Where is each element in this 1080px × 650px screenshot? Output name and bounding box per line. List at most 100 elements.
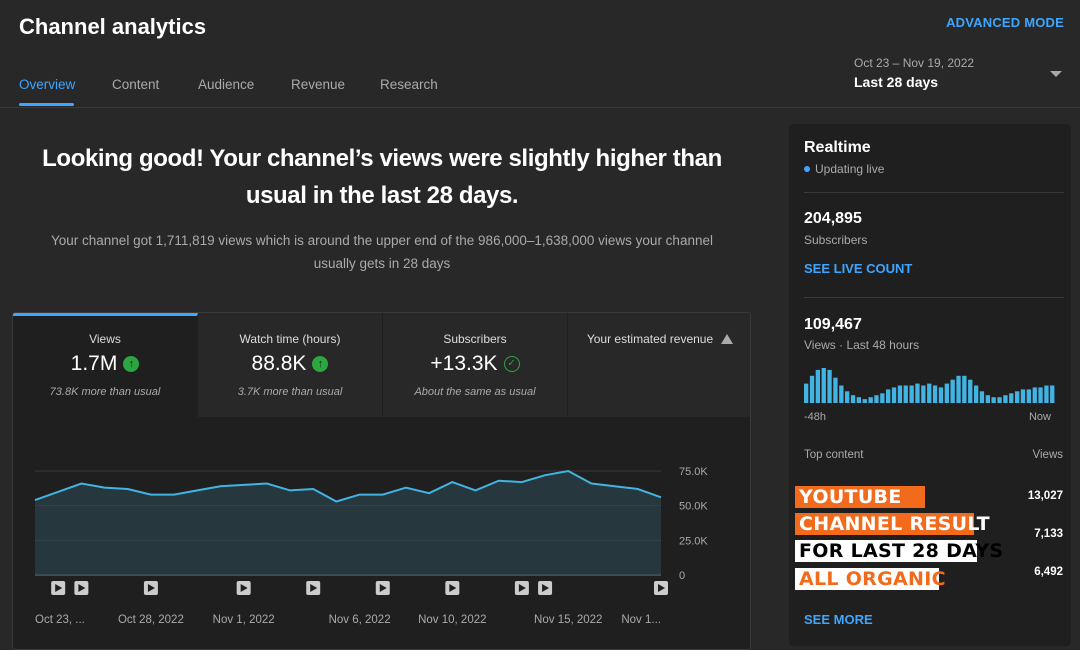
mini-chart-bar (839, 385, 844, 403)
mini-chart-bar (903, 385, 908, 403)
mini-chart-bar (932, 385, 938, 403)
mini-chart-bar (1044, 385, 1049, 403)
x-tick-label: Nov 1... (621, 614, 661, 626)
mini-chart-bar (1050, 385, 1055, 403)
y-tick-label: 50.0K (679, 501, 708, 513)
arrow-up-icon: ↑ (312, 356, 329, 372)
mini-chart-bar (1015, 391, 1020, 403)
mini-chart-bar (891, 387, 897, 403)
metric-tab-subscribers[interactable]: Subscribers +13.3K ✓ About the same as u… (383, 313, 568, 417)
video-publish-marker[interactable] (538, 581, 553, 595)
date-range-text[interactable]: Oct 23 – Nov 19, 2022 (854, 56, 975, 70)
x-tick-label: Oct 28, 2022 (118, 614, 184, 626)
metric-comparison: 73.8K more than usual (49, 386, 161, 398)
top-content-views: 6,492 (1034, 566, 1063, 578)
y-tick-label: 0 (679, 570, 685, 582)
advanced-mode-button[interactable]: ADVANCED MODE (946, 15, 1064, 30)
mini-chart-bar (1032, 387, 1037, 403)
overlay-line-2: CHANNEL RESULT (795, 513, 990, 535)
mini-chart-bar (809, 375, 815, 403)
video-publish-marker[interactable] (236, 581, 251, 595)
views-48h-bar-chart (804, 368, 1055, 403)
metric-tab-revenue[interactable]: Your estimated revenue (568, 313, 750, 417)
warning-icon (721, 334, 734, 344)
top-content-label: Top content (804, 449, 864, 461)
overlay-line-3: FOR LAST 28 DAYS (795, 540, 1003, 562)
video-publish-marker[interactable] (375, 581, 390, 595)
video-publish-marker[interactable] (51, 581, 66, 595)
mini-chart-bar (868, 397, 873, 403)
top-content-views: 7,133 (1034, 528, 1063, 540)
mini-chart-bar (821, 368, 826, 403)
see-more-link[interactable]: SEE MORE (804, 612, 873, 627)
metric-tab-watch-time[interactable]: Watch time (hours) 88.8K ↑ 3.7K more tha… (198, 313, 383, 417)
mini-chart-bar (874, 395, 879, 403)
metric-tab-views[interactable]: Views 1.7M ↑ 73.8K more than usual (13, 313, 198, 417)
metric-value: 1.7M (70, 352, 118, 375)
mini-chart-bar (938, 387, 944, 403)
live-status: Updating live (804, 162, 884, 176)
metric-value: +13.3K (430, 352, 498, 375)
video-publish-marker[interactable] (74, 581, 89, 595)
x-tick-label: Nov 15, 2022 (534, 614, 602, 626)
mini-chart-bar (862, 399, 867, 403)
mini-chart-bar (927, 383, 932, 403)
subscribers-count: 204,895 (804, 210, 862, 227)
mini-chart-bar (915, 383, 920, 403)
mini-chart-bar (997, 397, 1002, 403)
mini-chart-bar (1026, 389, 1031, 403)
tab-overview[interactable]: Overview (19, 77, 76, 92)
mini-chart-bar (1038, 387, 1043, 403)
metric-label: Your estimated revenue (586, 332, 714, 346)
insight-headline: Looking good! Your channel’s views were … (42, 145, 722, 209)
mini-chart-bar (956, 375, 961, 403)
live-dot-icon (804, 166, 810, 172)
chart-area-fill (35, 471, 661, 575)
date-preset-text[interactable]: Last 28 days (854, 74, 939, 90)
subscribers-label: Subscribers (804, 233, 868, 247)
x-tick-label: Nov 10, 2022 (418, 614, 486, 626)
x-tick-label: Oct 23, ... (35, 614, 85, 626)
mini-chart-start-label: -48h (804, 411, 827, 423)
video-publish-marker[interactable] (514, 581, 529, 595)
top-content-views-label: Views (1032, 449, 1063, 461)
active-tab-indicator (19, 103, 74, 106)
live-status-text: Updating live (815, 162, 885, 176)
mini-chart-bar (991, 397, 996, 403)
arrow-up-icon: ↑ (123, 356, 140, 372)
views-48h-count: 109,467 (804, 316, 862, 333)
page-title: Channel analytics (19, 14, 207, 39)
x-tick-label: Nov 1, 2022 (213, 614, 275, 626)
mini-chart-bar (833, 377, 838, 403)
mini-chart-end-label: Now (1028, 411, 1051, 423)
see-live-count-link[interactable]: SEE LIVE COUNT (804, 261, 913, 276)
video-publish-marker[interactable] (654, 581, 668, 595)
video-publish-marker[interactable] (306, 581, 321, 595)
mini-chart-bar (845, 391, 850, 403)
metric-label: Watch time (hours) (239, 332, 341, 346)
metric-comparison: 3.7K more than usual (237, 386, 343, 398)
tab-content[interactable]: Content (112, 77, 160, 92)
chart-series-line (34, 469, 662, 503)
tab-revenue[interactable]: Revenue (291, 77, 346, 92)
metric-label: Subscribers (443, 332, 507, 346)
mini-chart-bar (909, 385, 914, 403)
mini-chart-bar (804, 383, 809, 403)
tab-research[interactable]: Research (380, 77, 438, 92)
video-publish-marker[interactable] (143, 581, 158, 595)
header: Channel analytics ADVANCED MODE Overview… (0, 0, 1080, 108)
top-content-views: 13,027 (1027, 490, 1063, 502)
mini-chart-bar (962, 375, 967, 403)
mini-chart-bar (880, 393, 885, 403)
views-48h-label: Views · Last 48 hours (804, 338, 920, 352)
mini-chart-bar (1009, 393, 1014, 403)
overlay-line-4: ALL ORGANIC (795, 568, 946, 590)
mini-chart-bar (815, 369, 820, 403)
y-tick-label: 25.0K (679, 535, 708, 547)
video-publish-marker[interactable] (445, 581, 460, 595)
mini-chart-bar (974, 385, 979, 403)
tab-audience[interactable]: Audience (198, 77, 255, 92)
metrics-card: Views 1.7M ↑ 73.8K more than usual Watch… (12, 312, 751, 650)
date-dropdown-caret-icon[interactable] (1050, 71, 1062, 77)
metric-value: 88.8K (251, 352, 307, 375)
